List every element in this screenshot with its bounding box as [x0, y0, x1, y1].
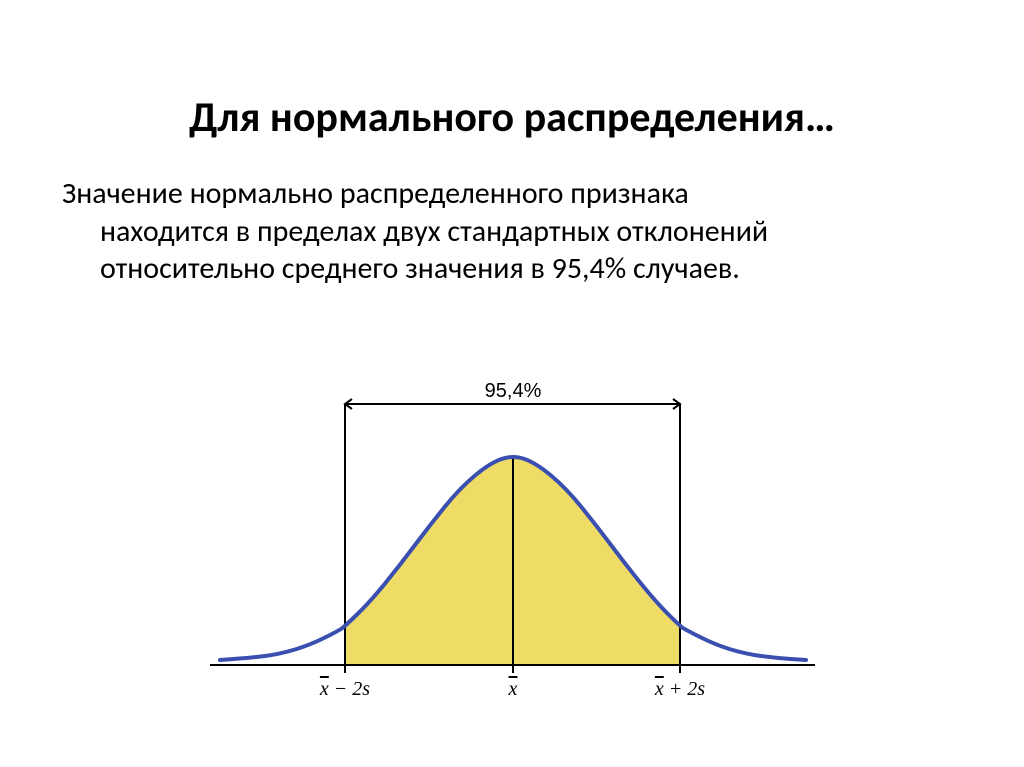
interval-label: 95,4%	[485, 380, 542, 402]
slide-title: Для нормального распределения…	[0, 92, 1024, 143]
normal-distribution-chart: 95,4% x − 2s x x + 2s	[210, 380, 815, 715]
body-line-1: Значение нормально распределенного призн…	[62, 175, 922, 213]
svg-text:x: x	[508, 678, 518, 700]
tick-label-right: x + 2s	[654, 678, 705, 700]
slide: Для нормального распределения… Значение …	[0, 0, 1024, 767]
svg-text:x − 2s: x − 2s	[319, 678, 370, 700]
svg-text:x + 2s: x + 2s	[654, 678, 705, 700]
tick-label-left: x − 2s	[319, 678, 370, 700]
chart-svg: 95,4% x − 2s x x + 2s	[210, 380, 815, 715]
body-rest: находится в пределах двух стандартных от…	[62, 213, 922, 288]
tick-label-mid: x	[508, 678, 518, 700]
body-paragraph: Значение нормально распределенного призн…	[62, 175, 922, 288]
